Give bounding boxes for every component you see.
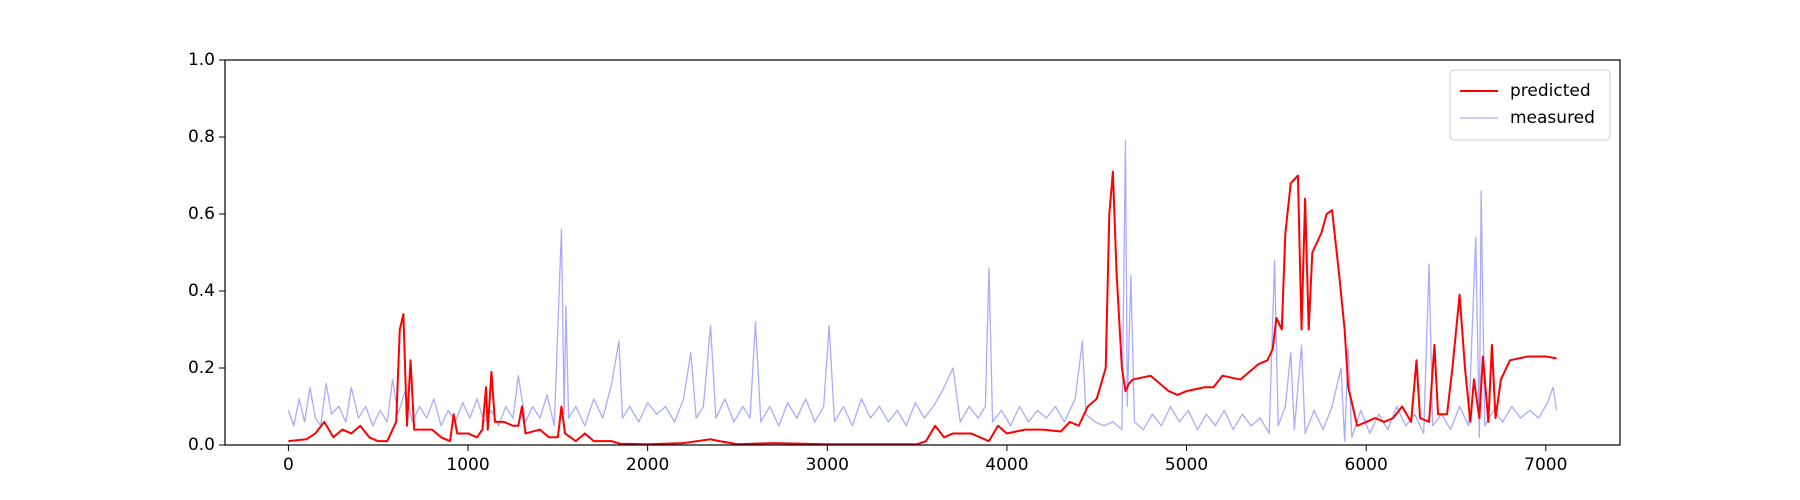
x-tick-label: 7000 — [1524, 455, 1567, 475]
y-tick-label: 0.2 — [188, 358, 215, 378]
y-tick-label: 0.6 — [188, 204, 215, 224]
x-tick-label: 1000 — [446, 455, 489, 475]
series-line — [287, 140, 1558, 442]
x-tick-label: 6000 — [1345, 455, 1388, 475]
y-tick-label: 0.8 — [188, 127, 215, 147]
x-tick-label: 5000 — [1165, 455, 1208, 475]
y-tick-label: 0.4 — [188, 281, 215, 301]
plot-frame — [224, 59, 1621, 446]
x-tick-label: 4000 — [985, 455, 1028, 475]
legend-box — [1449, 69, 1611, 141]
y-tick-label: 0.0 — [188, 435, 215, 455]
x-tick-label: 3000 — [806, 455, 849, 475]
series-line — [288, 170, 1557, 446]
y-tick-label: 1.0 — [188, 50, 215, 70]
legend-label: predicted — [1510, 81, 1591, 101]
x-tick-label: 0 — [283, 455, 294, 475]
legend-label: measured — [1510, 108, 1595, 128]
x-tick-label: 2000 — [626, 455, 669, 475]
